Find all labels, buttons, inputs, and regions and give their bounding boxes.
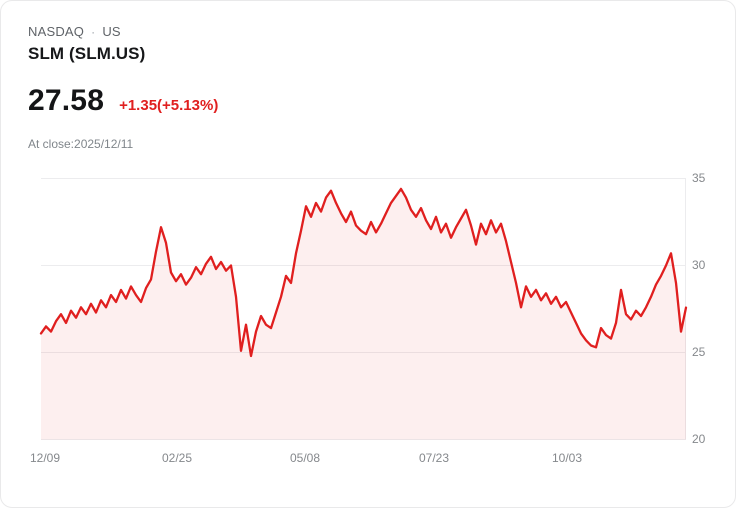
- y-axis-label: 35: [692, 171, 706, 185]
- price-row: 27.58 +1.35(+5.13%): [28, 84, 218, 118]
- price-change: +1.35(+5.13%): [119, 97, 219, 114]
- y-axis-label: 20: [692, 432, 706, 446]
- y-axis-label: 30: [692, 258, 706, 272]
- price-chart-canvas[interactable]: [39, 178, 688, 440]
- x-axis-label: 02/25: [161, 451, 193, 465]
- separator-dot: ·: [91, 25, 96, 39]
- x-axis-label: 10/03: [551, 451, 583, 465]
- last-price: 27.58: [28, 84, 105, 117]
- x-axis-label: 07/23: [418, 451, 450, 465]
- price-chart[interactable]: [39, 178, 688, 440]
- exchange-label: NASDAQ: [28, 24, 85, 39]
- exchange-row: NASDAQ · US: [28, 24, 121, 39]
- price-line: [39, 187, 688, 358]
- x-axis-label: 05/08: [289, 451, 321, 465]
- symbol-title: SLM (SLM.US): [28, 44, 146, 63]
- region-label: US: [102, 24, 121, 39]
- y-axis-label: 25: [692, 345, 706, 359]
- x-axis-label: 12/09: [29, 451, 61, 465]
- price-area-fill: [41, 188, 686, 440]
- as-of-label: At close:2025/12/11: [28, 137, 134, 151]
